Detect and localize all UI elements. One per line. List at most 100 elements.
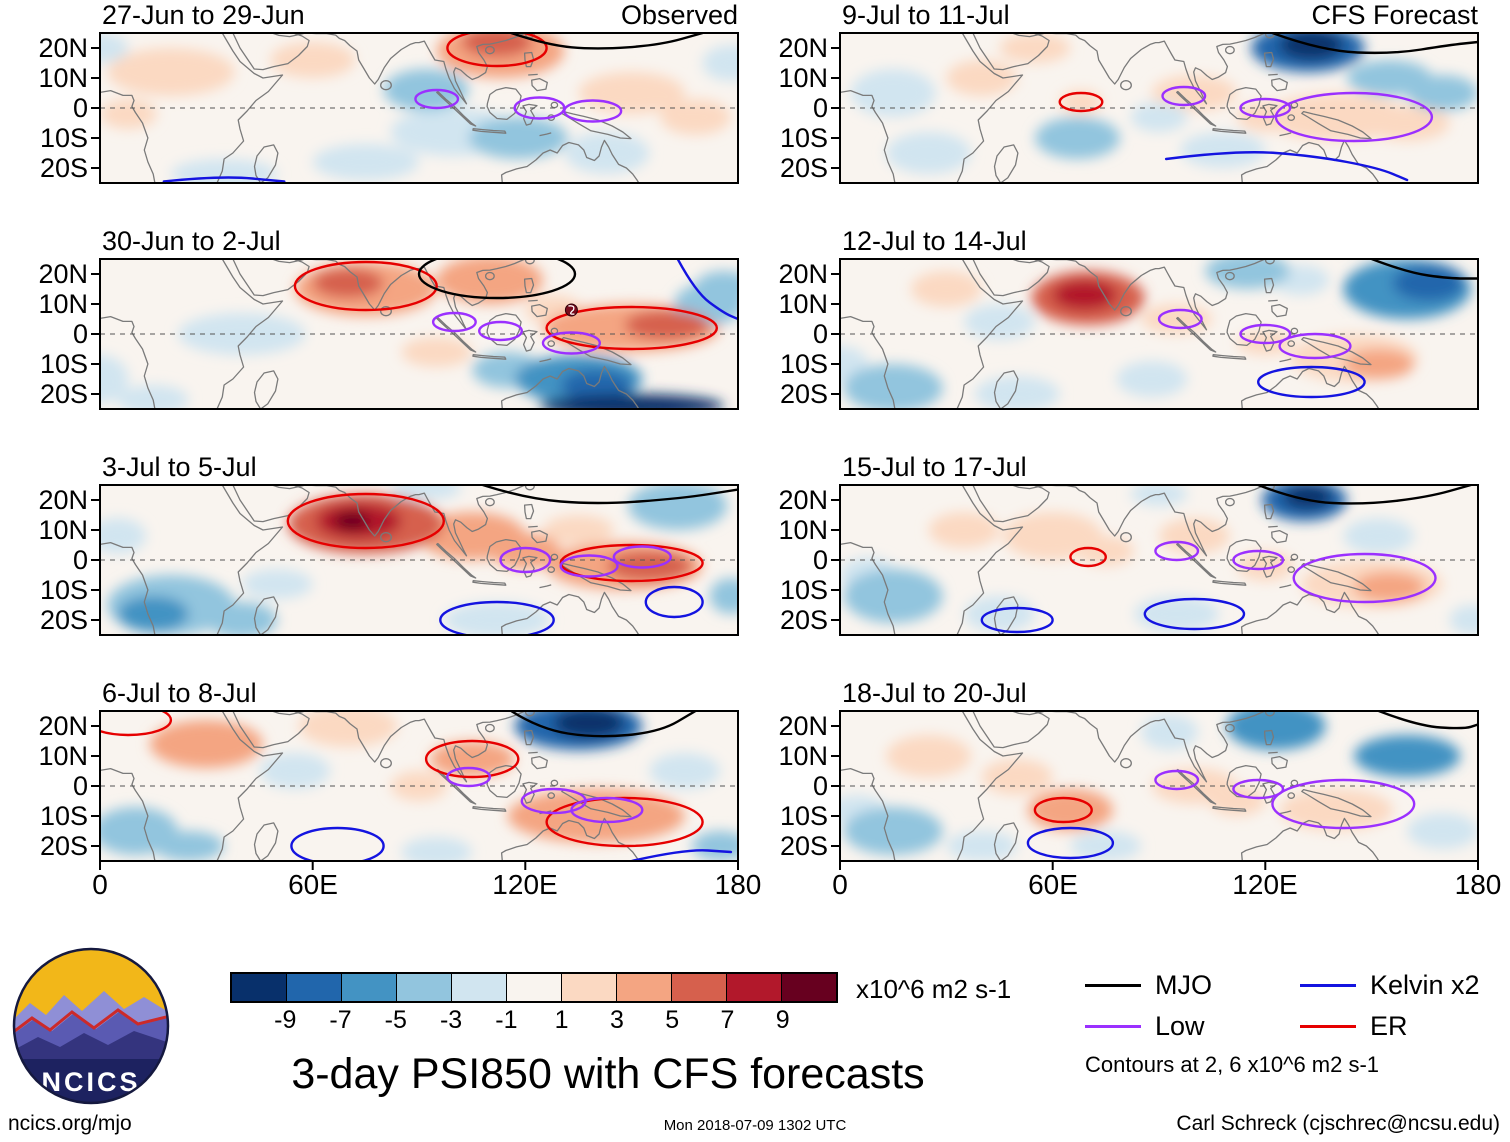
panel-corner-label: Observed <box>620 0 738 30</box>
map-plot <box>91 258 739 410</box>
map-plot <box>91 32 739 184</box>
low-wave-contour <box>446 766 492 788</box>
colorbar-cell <box>287 974 342 1001</box>
low-wave-contour <box>431 311 477 333</box>
footer-credit: Carl Schreck (cjschrec@ncsu.edu) <box>1176 1112 1500 1135</box>
anomaly-shading <box>100 259 738 409</box>
y-axis-label: 20N <box>38 33 88 63</box>
map-plot <box>831 258 1479 410</box>
colorbar-tick-label: -9 <box>274 1006 297 1034</box>
x-axis-label: 120E <box>492 869 558 900</box>
y-axis-label: 0 <box>72 545 88 575</box>
y-axis-label: 0 <box>812 93 828 123</box>
er-wave-contour <box>1033 796 1093 824</box>
colorbar-cell <box>617 974 672 1001</box>
ncics-logo: NCICS <box>12 947 170 1110</box>
legend-label: Kelvin x2 <box>1370 970 1480 1000</box>
legend-item: MJO <box>1085 970 1300 1001</box>
colorbar-cell <box>507 974 562 1001</box>
colorbar-tick-label: 1 <box>554 1006 569 1034</box>
kelvin-wave-contour <box>162 176 286 183</box>
legend-line-sample <box>1300 984 1356 987</box>
er-wave-contour <box>1058 91 1104 113</box>
er-wave-contour <box>286 492 445 550</box>
y-axis-label: 10N <box>778 515 828 545</box>
low-wave-contour <box>612 545 672 569</box>
y-axis-label: 20S <box>39 153 88 183</box>
mjo-wave-contour <box>1257 485 1473 505</box>
legend-line-sample <box>1085 1025 1141 1028</box>
kelvin-wave-contour <box>644 585 704 619</box>
legend-label: MJO <box>1155 970 1212 1000</box>
y-axis-label: 20N <box>778 711 828 741</box>
y-axis-label: 20S <box>39 831 88 861</box>
legend-item: Low <box>1085 1011 1300 1042</box>
y-axis-label: 20S <box>779 605 828 635</box>
x-axis-label: 180 <box>1454 869 1502 900</box>
legend-line-sample <box>1085 984 1141 987</box>
map-panel: 27-Jun to 29-Jun Observed 20N 10N 0 10S 20S <box>38 0 739 184</box>
legend-grid: MJO Kelvin x2 Low ER <box>1085 970 1507 1042</box>
y-axis-label: 20N <box>38 711 88 741</box>
y-axis-label: 20S <box>779 379 828 409</box>
low-wave-contour <box>559 554 619 578</box>
mjo-wave-contour <box>1370 259 1478 280</box>
y-axis-label: 10S <box>39 801 88 831</box>
panel-date-range: 27-Jun to 29-Jun <box>102 0 305 30</box>
mjo-wave-contour <box>417 259 577 300</box>
logo-red-ridge-line <box>14 1008 168 1035</box>
low-wave-contour <box>1157 308 1203 330</box>
mjo-wave-contour <box>510 711 697 738</box>
logo-ring <box>12 947 170 1105</box>
er-wave-contour <box>545 796 704 848</box>
map-panel: 15-Jul to 17-Jul 20N 10N 0 10S 20S <box>778 452 1479 636</box>
colorbar-cell <box>452 974 507 1001</box>
wave-legend: MJO Kelvin x2 Low ER Contours at 2, 6 x10^6… <box>1085 970 1507 1078</box>
low-wave-contour <box>1271 778 1416 830</box>
er-wave-contour <box>1069 546 1108 568</box>
y-axis-label: 20S <box>39 605 88 635</box>
y-axis-label: 0 <box>72 319 88 349</box>
panel-date-range: 6-Jul to 8-Jul <box>102 678 257 708</box>
kelvin-wave-contour <box>439 600 555 635</box>
x-axis-label: 60E <box>288 869 338 900</box>
colorbar-cell <box>782 974 836 1001</box>
mjo-wave-contour <box>1271 33 1478 55</box>
map-panel: 6-Jul to 8-Jul 20N 10N 0 10S 20S 0 60E 120E 180 <box>38 678 761 900</box>
footer-site: ncics.org/mjo <box>8 1112 132 1135</box>
kelvin-wave-contour <box>980 606 1054 634</box>
map-panel: 12-Jul to 14-Jul 20N 10N 0 10S 20S <box>778 226 1479 410</box>
colorbar-tick-label: 3 <box>609 1006 624 1034</box>
y-axis-label: 10S <box>779 123 828 153</box>
low-wave-contour <box>1239 97 1292 119</box>
kelvin-wave-contour <box>1256 365 1366 399</box>
low-wave-contour <box>541 331 601 355</box>
colorbar-tick-label: -5 <box>384 1006 407 1034</box>
y-axis-label: 10S <box>779 801 828 831</box>
low-wave-contour <box>1292 552 1437 604</box>
y-axis-label: 10N <box>38 289 88 319</box>
colorbar-cell <box>232 974 287 1001</box>
y-axis-label: 0 <box>812 545 828 575</box>
panel-date-range: 18-Jul to 20-Jul <box>842 678 1027 708</box>
map-panel: 9-Jul to 11-Jul CFS Forecast 20N 10N 0 10S 20S <box>778 0 1479 184</box>
map-plot <box>91 710 739 870</box>
map-panel: 18-Jul to 20-Jul 20N 10N 0 10S 20S 0 60E 120E 180 <box>778 678 1501 900</box>
map-plot <box>831 484 1479 636</box>
kelvin-wave-contour <box>1164 151 1409 182</box>
low-wave-contour <box>499 546 552 574</box>
colorbar-tick-label: 7 <box>720 1006 735 1034</box>
colorbar-units: x10^6 m2 s-1 <box>856 974 1012 1004</box>
panel-date-range: 30-Jun to 2-Jul <box>102 226 281 256</box>
map-plot <box>91 484 739 636</box>
map-panel: 30-Jun to 2-Jul 20N 10N 0 10S 20S <box>38 226 739 410</box>
colorbar-tick-label: 5 <box>665 1006 680 1034</box>
y-axis-label: 20N <box>778 33 828 63</box>
low-wave-contour <box>414 88 460 110</box>
mjo-wave-contour <box>1377 711 1478 730</box>
y-axis-label: 10N <box>778 289 828 319</box>
y-axis-label: 10S <box>39 349 88 379</box>
kelvin-wave-contour <box>676 259 738 321</box>
low-wave-contour <box>570 796 644 824</box>
